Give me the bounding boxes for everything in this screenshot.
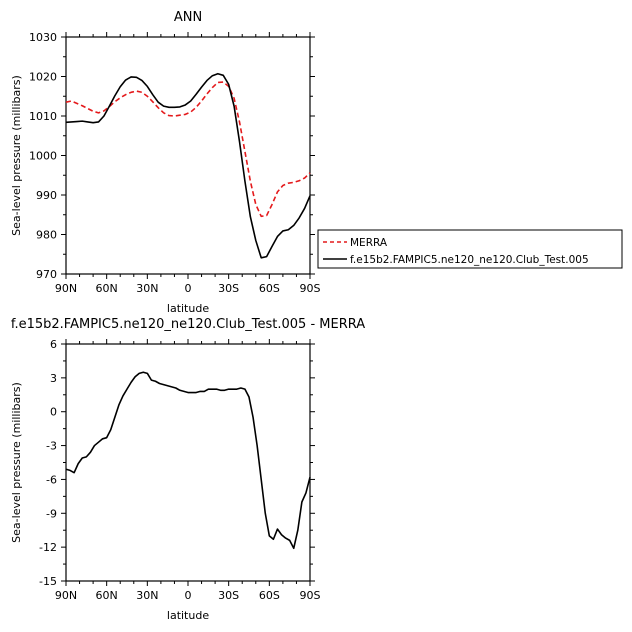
top-y-tick-label: 990 [36,189,57,202]
bottom-x-tick-label: 0 [185,589,192,602]
top-x-axis-label: latitude [167,302,209,315]
top-y-axis-label: Sea-level pressure (millibars) [10,75,23,236]
bottom-x-tick-label: 90N [55,589,77,602]
bottom-x-tick-label: 30N [136,589,158,602]
top-x-tick-label: 30S [218,282,239,295]
bottom-x-axis: 90N 60N 30N 0 30S 60S 90S [55,339,321,602]
top-y-tick-label: 1010 [29,110,57,123]
bottom-y-tick-label: 6 [50,338,57,351]
bottom-series-lines [65,371,311,550]
legend-label-merra: MERRA [350,237,388,249]
top-y-tick-label: 980 [36,229,57,242]
top-y-tick-label: 1000 [29,150,57,163]
top-series-line-merra [65,81,311,218]
bottom-y-tick-label: -15 [39,575,57,588]
bottom-y-tick-label: -12 [39,541,57,554]
legend: MERRA f.e15b2.FAMPIC5.ne120_ne120.Club_T… [317,229,623,269]
top-y-tick-label: 1020 [29,71,57,84]
bottom-y-tick-label: -6 [46,473,57,486]
legend-box [317,229,623,269]
bottom-x-tick-label: 60S [259,589,280,602]
bottom-series-line-difference [65,371,311,550]
bottom-chart-title: f.e15b2.FAMPIC5.ne120_ne120.Club_Test.00… [11,317,365,332]
top-series-lines [65,72,311,259]
top-x-tick-label: 90S [300,282,321,295]
bottom-x-axis-label: latitude [167,609,209,622]
top-x-tick-label: 90N [55,282,77,295]
top-panel: ANN 970 980 990 1000 1010 1020 1030 90N 60N 30N 0… [10,10,623,315]
bottom-y-axis-label: Sea-level pressure (millibars) [10,382,23,543]
bottom-panel: f.e15b2.FAMPIC5.ne120_ne120.Club_Test.00… [10,317,365,622]
bottom-x-tick-label: 90S [300,589,321,602]
top-plot-frame [65,36,311,275]
top-series-line-f-e15b2-fampic5-ne120-ne120-club-test-00 [65,72,311,259]
bottom-y-axis: -15 -12 -9 -6 -3 0 3 6 [39,338,315,588]
bottom-x-tick-label: 60N [96,589,118,602]
bottom-y-tick-label: -3 [46,440,57,453]
top-x-tick-label: 30N [136,282,158,295]
top-x-tick-label: 60S [259,282,280,295]
legend-label-model: f.e15b2.FAMPIC5.ne120_ne120.Club_Test.00… [350,254,589,266]
bottom-plot-frame [65,343,311,582]
top-x-axis: 90N 60N 30N 0 30S 60S 90S [55,32,321,295]
top-y-axis: 970 980 990 1000 1010 1020 1030 [29,31,315,281]
bottom-y-tick-label: 3 [50,372,57,385]
top-x-tick-label: 60N [96,282,118,295]
top-chart-title: ANN [174,10,202,25]
bottom-y-tick-label: -9 [46,507,57,520]
top-y-tick-label: 970 [36,268,57,281]
bottom-x-tick-label: 30S [218,589,239,602]
top-y-tick-label: 1030 [29,31,57,44]
top-x-tick-label: 0 [185,282,192,295]
bottom-y-tick-label: 0 [50,406,57,419]
